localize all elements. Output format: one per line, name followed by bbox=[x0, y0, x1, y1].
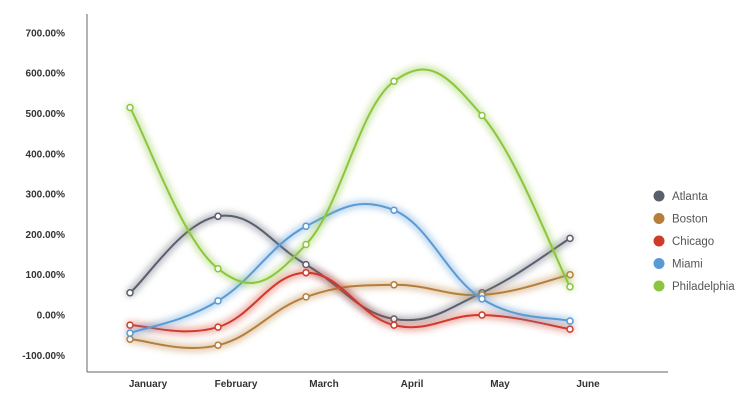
x-tick-label: January bbox=[129, 379, 168, 390]
legend-marker bbox=[653, 190, 665, 202]
data-point-chicago[interactable] bbox=[302, 268, 310, 277]
data-point-miami[interactable] bbox=[302, 222, 310, 231]
series-philadelphia bbox=[125, 65, 575, 292]
data-point-miami[interactable] bbox=[566, 317, 574, 325]
x-tick-label: February bbox=[215, 379, 258, 390]
legend-label: Philadelphia bbox=[672, 281, 735, 293]
y-tick-label: 300.00% bbox=[26, 190, 66, 201]
series-line-philadelphia bbox=[129, 68, 571, 288]
data-point-chicago[interactable] bbox=[214, 323, 222, 331]
legend-marker bbox=[653, 258, 665, 269]
data-point-philadelphia[interactable] bbox=[478, 111, 486, 120]
legend-item-philadelphia[interactable]: Philadelphia bbox=[653, 280, 736, 294]
y-tick-label: 700.00% bbox=[26, 28, 66, 39]
data-point-miami[interactable] bbox=[478, 295, 486, 303]
data-point-atlanta[interactable] bbox=[566, 234, 574, 243]
legend-item-atlanta[interactable]: Atlanta bbox=[653, 190, 709, 204]
x-tick-label: March bbox=[309, 379, 338, 390]
data-point-chicago[interactable] bbox=[126, 321, 134, 329]
series-miami bbox=[125, 199, 575, 338]
x-tick-label: June bbox=[576, 379, 600, 390]
data-point-miami[interactable] bbox=[126, 329, 134, 337]
series-line-atlanta bbox=[129, 214, 571, 322]
legend-item-miami[interactable]: Miami bbox=[653, 258, 703, 271]
y-tick-labels: -100.00% 0.00% 100.00% 200.00% 300.00% 400.00… bbox=[22, 28, 65, 361]
series-line-miami bbox=[129, 202, 571, 335]
y-tick-label: 200.00% bbox=[26, 230, 66, 241]
data-point-philadelphia[interactable] bbox=[566, 283, 574, 291]
data-point-chicago[interactable] bbox=[390, 321, 398, 329]
data-point-miami[interactable] bbox=[214, 297, 222, 305]
legend-item-boston[interactable]: Boston bbox=[653, 213, 708, 226]
legend-item-chicago[interactable]: Chicago bbox=[653, 235, 715, 249]
data-point-atlanta[interactable] bbox=[302, 260, 310, 269]
legend-marker bbox=[653, 280, 665, 292]
y-tick-label: 600.00% bbox=[26, 69, 66, 80]
series-glow-philadelphia bbox=[125, 65, 575, 292]
data-point-chicago[interactable] bbox=[478, 311, 486, 319]
legend: Atlanta Boston Chicago Miami Philadelphia bbox=[653, 190, 736, 294]
data-point-atlanta[interactable] bbox=[214, 212, 222, 221]
y-tick-label: 0.00% bbox=[37, 311, 65, 322]
data-point-atlanta[interactable] bbox=[126, 289, 134, 297]
data-point-chicago[interactable] bbox=[566, 325, 574, 333]
data-point-boston[interactable] bbox=[390, 281, 398, 289]
legend-label: Atlanta bbox=[672, 191, 708, 203]
data-point-philadelphia[interactable] bbox=[214, 264, 222, 273]
y-tick-label: 500.00% bbox=[26, 109, 66, 120]
data-point-boston[interactable] bbox=[214, 341, 222, 349]
x-tick-labels: January February March April May June bbox=[129, 379, 600, 390]
series-chicago bbox=[125, 268, 575, 336]
data-point-philadelphia[interactable] bbox=[302, 240, 310, 249]
data-point-philadelphia[interactable] bbox=[390, 77, 398, 86]
legend-marker bbox=[653, 213, 665, 224]
legend-label: Boston bbox=[672, 214, 708, 226]
x-tick-label: April bbox=[401, 379, 424, 390]
series-line-chicago bbox=[129, 271, 571, 333]
axes bbox=[86, 14, 668, 373]
y-tick-label: 400.00% bbox=[26, 149, 66, 160]
series-glow-atlanta bbox=[125, 211, 575, 325]
x-tick-label: May bbox=[490, 379, 510, 390]
legend-label: Miami bbox=[672, 259, 703, 271]
legend-marker bbox=[653, 235, 665, 247]
legend-label: Chicago bbox=[672, 236, 714, 248]
data-point-miami[interactable] bbox=[390, 206, 398, 214]
y-tick-label: -100.00% bbox=[22, 351, 65, 362]
y-tick-label: 100.00% bbox=[26, 270, 66, 281]
data-point-philadelphia[interactable] bbox=[126, 103, 134, 112]
data-point-boston[interactable] bbox=[302, 293, 310, 301]
series-group bbox=[125, 65, 575, 353]
